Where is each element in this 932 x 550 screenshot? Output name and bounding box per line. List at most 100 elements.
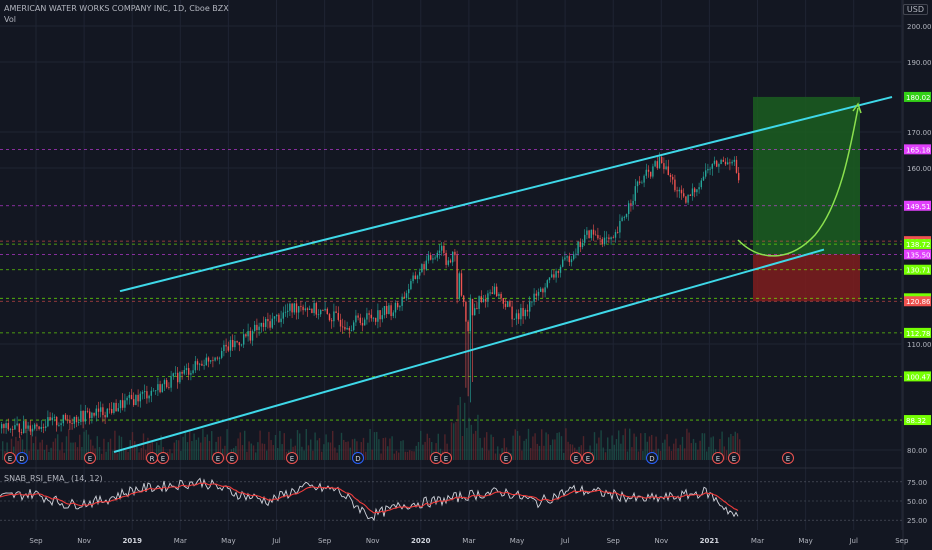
candle-body: [630, 203, 632, 205]
time-tick-label: Mar: [462, 537, 475, 545]
volume-bar: [457, 405, 459, 460]
candle-body: [203, 365, 205, 367]
volume-bar: [76, 447, 79, 460]
candle-body: [595, 234, 597, 236]
candle-body: [513, 318, 515, 320]
volume-bar: [343, 439, 345, 460]
candle-body: [588, 230, 590, 239]
volume-bar: [79, 434, 81, 460]
volume-bar: [534, 433, 536, 460]
volume-bar: [340, 432, 343, 460]
volume-bar: [169, 449, 171, 460]
candle-body: [130, 394, 133, 400]
candle-body: [240, 344, 243, 346]
candle-body: [324, 308, 326, 311]
candle-body: [372, 317, 375, 319]
candle-body: [687, 194, 689, 203]
volume-bar: [30, 429, 32, 460]
candle-body: [401, 296, 403, 306]
volume-bar: [666, 434, 668, 460]
candle-body: [177, 372, 179, 383]
event-marker-label: E: [216, 455, 220, 463]
candle-body: [155, 390, 157, 392]
candle-body: [335, 311, 337, 313]
volume-bar: [105, 451, 107, 460]
candle-body: [273, 316, 276, 319]
candle-body: [210, 360, 212, 362]
volume-bar: [640, 433, 642, 460]
candle-body: [229, 340, 232, 351]
volume-bar: [237, 438, 239, 460]
volume-bar: [180, 450, 182, 460]
price-tick-label: 110.00: [907, 341, 932, 349]
volume-bar: [431, 442, 433, 460]
volume-bar: [426, 433, 428, 460]
volume-bar: [347, 441, 349, 460]
candle-body: [355, 315, 357, 323]
candle-body: [218, 357, 221, 359]
volume-bar: [453, 423, 455, 460]
currency-badge[interactable]: USD: [902, 4, 928, 15]
candle-body: [562, 259, 564, 267]
volume-bar: [644, 432, 646, 460]
volume-bar: [171, 453, 173, 460]
volume-bar: [270, 440, 272, 460]
candle-body: [680, 189, 683, 194]
volume-bar: [664, 439, 666, 460]
candle-body: [533, 293, 535, 302]
candle-body: [641, 182, 643, 184]
volume-bar: [371, 449, 373, 460]
volume-bar: [123, 448, 125, 460]
level-price-tag: [904, 296, 931, 307]
candle-body: [619, 220, 621, 233]
level-price-label: 180.02: [906, 94, 931, 102]
candle-body: [537, 291, 540, 296]
volume-bar: [688, 432, 690, 460]
level-price-tag: [904, 415, 931, 426]
volume-bar: [497, 446, 499, 460]
volume-bar: [173, 442, 175, 460]
volume-bar: [719, 438, 721, 460]
volume-bar: [734, 431, 736, 460]
candle-body: [225, 344, 227, 347]
candle-body: [460, 273, 463, 296]
candle-body: [614, 232, 617, 238]
candle-body: [674, 179, 676, 191]
volume-bar: [514, 429, 516, 460]
candle-body: [586, 230, 588, 235]
candle-body: [676, 190, 678, 192]
volume-bar: [307, 445, 310, 460]
volume-bar: [360, 442, 362, 460]
candle-body: [95, 408, 97, 416]
volume-bar: [723, 446, 725, 460]
candle-body: [705, 170, 707, 177]
volume-bar: [259, 430, 261, 460]
volume-bar: [211, 431, 213, 460]
candle-body: [394, 302, 397, 313]
volume-bar: [523, 440, 525, 460]
channel-upper-line: [119, 96, 893, 293]
candle-body: [313, 303, 315, 313]
candle-body: [491, 292, 493, 294]
time-tick-label: Nov: [366, 537, 380, 545]
time-tick-label: Nov: [654, 537, 668, 545]
candle-body: [526, 309, 529, 312]
candle-body: [243, 334, 245, 345]
candle-body: [212, 360, 214, 362]
candle-body: [643, 175, 645, 183]
candle-body: [632, 200, 634, 205]
volume-bar: [486, 432, 488, 460]
volume-bar: [98, 447, 101, 460]
candle-body: [487, 293, 489, 302]
candle-body: [133, 399, 135, 406]
time-tick-label: Sep: [29, 537, 43, 545]
candle-body: [350, 330, 353, 331]
volume-bar: [87, 434, 90, 460]
volume-bar: [703, 433, 706, 460]
candle-body: [234, 341, 236, 348]
candle-body: [223, 344, 225, 352]
volume-bar: [191, 441, 193, 460]
candle-body: [104, 415, 106, 418]
volume-bar: [481, 447, 483, 460]
